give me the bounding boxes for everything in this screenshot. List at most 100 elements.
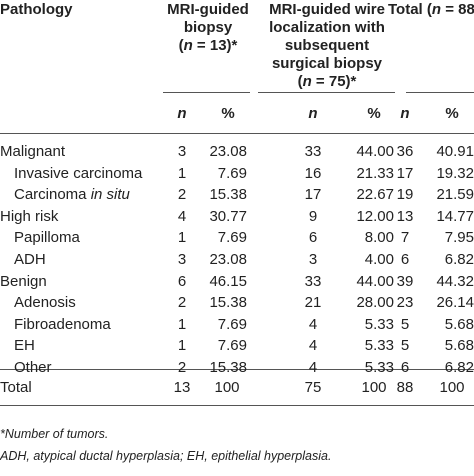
header-group2-line3: subsequent bbox=[284, 37, 370, 54]
subheader-pct2: % bbox=[367, 105, 381, 122]
header-group1-n: n bbox=[183, 37, 193, 54]
footnote-abbreviations: ADH, atypical ductal hyperplasia; EH, ep… bbox=[0, 449, 332, 463]
row-cell-p2: 12.00 bbox=[356, 208, 394, 225]
row-cell-n2: 21 bbox=[304, 294, 322, 311]
row-label: Malignant bbox=[0, 143, 66, 160]
row-cell-p3: 14.77 bbox=[436, 208, 474, 225]
row-cell-p3: 40.91 bbox=[436, 143, 474, 160]
row-cell-p2: 5.33 bbox=[364, 316, 394, 333]
row-cell-n2: 33 bbox=[304, 273, 322, 290]
header-group3-n: n bbox=[431, 1, 442, 18]
row-cell-n3: 23 bbox=[396, 294, 414, 311]
row-cell-n1: 6 bbox=[177, 273, 187, 290]
row-cell-p1: 46.15 bbox=[209, 273, 247, 290]
header-group1-count: = 13)* bbox=[192, 37, 238, 54]
row-cell-n3: 5 bbox=[400, 316, 410, 333]
total-p3: 100 bbox=[439, 379, 465, 396]
row-cell-n3: 36 bbox=[396, 143, 414, 160]
header-group3-count: = 88) bbox=[445, 1, 474, 18]
header-group1-line3: (n = 13)* bbox=[178, 37, 238, 54]
row-label: Other bbox=[14, 359, 52, 376]
row-label: Invasive carcinoma bbox=[14, 165, 143, 182]
row-cell-n3: 19 bbox=[396, 186, 414, 203]
row-cell-n2: 17 bbox=[304, 186, 322, 203]
row-cell-n3: 5 bbox=[400, 337, 410, 354]
header-group2-line5: (n = 75)* bbox=[297, 73, 357, 90]
row-cell-n1: 3 bbox=[177, 251, 187, 268]
row-label: Fibroadenoma bbox=[14, 316, 111, 333]
header-group2-n: n bbox=[302, 73, 312, 90]
row-cell-p1: 15.38 bbox=[209, 359, 247, 376]
row-cell-n1: 4 bbox=[177, 208, 187, 225]
total-p2: 100 bbox=[361, 379, 387, 396]
row-cell-p2: 28.00 bbox=[356, 294, 394, 311]
header-group2-count: = 75)* bbox=[311, 73, 357, 90]
row-cell-p1: 15.38 bbox=[209, 294, 247, 311]
header-group2-line2: localization with bbox=[269, 19, 385, 36]
row-label: Adenosis bbox=[14, 294, 76, 311]
row-cell-n1: 1 bbox=[177, 229, 187, 246]
row-cell-n3: 17 bbox=[396, 165, 414, 182]
row-cell-p2: 5.33 bbox=[364, 337, 394, 354]
row-cell-p1: 15.38 bbox=[209, 186, 247, 203]
subheader-n2: n bbox=[308, 105, 318, 122]
rule-group1 bbox=[163, 92, 250, 93]
row-cell-p3: 26.14 bbox=[436, 294, 474, 311]
row-cell-n2: 3 bbox=[308, 251, 318, 268]
row-cell-n2: 33 bbox=[304, 143, 322, 160]
row-cell-n1: 3 bbox=[177, 143, 187, 160]
subheader-n1: n bbox=[177, 105, 187, 122]
row-cell-n1: 2 bbox=[177, 294, 187, 311]
rule-group2 bbox=[258, 92, 395, 93]
row-cell-p2: 5.33 bbox=[364, 359, 394, 376]
row-cell-p3: 7.95 bbox=[444, 229, 474, 246]
row-cell-n1: 1 bbox=[177, 316, 187, 333]
rule-subheader bbox=[0, 133, 474, 134]
row-cell-n1: 2 bbox=[177, 359, 187, 376]
row-cell-n1: 1 bbox=[177, 337, 187, 354]
row-label: Carcinoma in situ bbox=[14, 185, 130, 204]
row-label-text: Carcinoma bbox=[14, 186, 91, 203]
row-cell-n2: 9 bbox=[308, 208, 318, 225]
row-cell-p2: 44.00 bbox=[356, 273, 394, 290]
row-cell-p1: 7.69 bbox=[217, 337, 247, 354]
row-cell-n2: 16 bbox=[304, 165, 322, 182]
row-cell-n3: 6 bbox=[400, 359, 410, 376]
row-cell-p3: 6.82 bbox=[444, 359, 474, 376]
row-label: Papilloma bbox=[14, 229, 80, 246]
total-p1: 100 bbox=[214, 379, 240, 396]
row-cell-p1: 7.69 bbox=[217, 316, 247, 333]
row-cell-n3: 39 bbox=[396, 273, 414, 290]
row-cell-p3: 5.68 bbox=[444, 316, 474, 333]
row-cell-n2: 4 bbox=[308, 337, 318, 354]
header-pathology: Pathology bbox=[0, 1, 73, 18]
row-cell-p1: 23.08 bbox=[209, 251, 247, 268]
header-group2-line1: MRI-guided wire bbox=[269, 1, 385, 18]
subheader-n3: n bbox=[400, 105, 410, 122]
total-label: Total bbox=[0, 379, 32, 396]
row-cell-n3: 7 bbox=[400, 229, 410, 246]
rule-before-total bbox=[0, 369, 474, 370]
row-cell-p3: 44.32 bbox=[436, 273, 474, 290]
header-group1-line2: biopsy bbox=[183, 19, 233, 36]
row-cell-p2: 8.00 bbox=[364, 229, 394, 246]
total-n1: 13 bbox=[173, 379, 191, 396]
row-cell-p1: 7.69 bbox=[217, 165, 247, 182]
row-cell-n2: 6 bbox=[308, 229, 318, 246]
subheader-pct3: % bbox=[445, 105, 459, 122]
row-cell-p2: 4.00 bbox=[364, 251, 394, 268]
row-cell-p2: 22.67 bbox=[356, 186, 394, 203]
row-cell-n3: 13 bbox=[396, 208, 414, 225]
header-group1-line1: MRI-guided bbox=[167, 1, 249, 18]
header-group2-line4: surgical biopsy bbox=[271, 55, 383, 72]
row-label: Benign bbox=[0, 273, 47, 290]
rule-group3 bbox=[406, 92, 474, 93]
footnote-tumors: *Number of tumors. bbox=[0, 427, 109, 441]
row-cell-p1: 7.69 bbox=[217, 229, 247, 246]
header-group3: Total (n = 88) bbox=[388, 0, 474, 19]
row-label: High risk bbox=[0, 208, 59, 225]
row-cell-n1: 2 bbox=[177, 186, 187, 203]
row-cell-p1: 30.77 bbox=[209, 208, 247, 225]
row-label: EH bbox=[14, 337, 35, 354]
row-cell-n3: 6 bbox=[400, 251, 410, 268]
